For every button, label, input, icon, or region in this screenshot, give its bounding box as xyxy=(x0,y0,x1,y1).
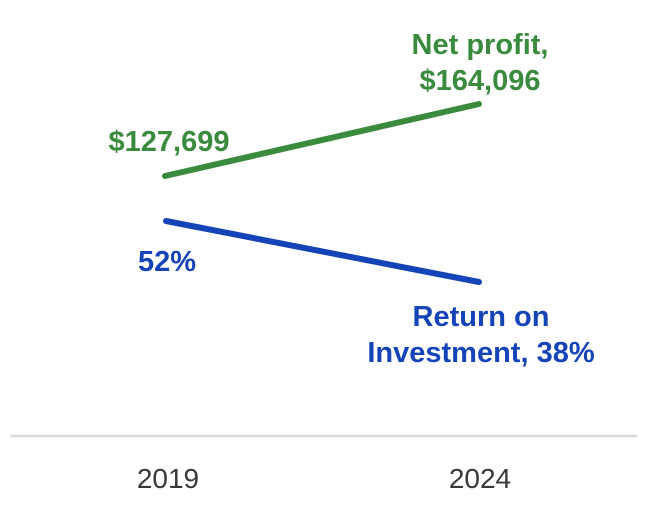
x-axis-tick-2019: 2019 xyxy=(136,463,200,494)
roi-start-data-label: 52% xyxy=(137,246,197,278)
net-profit-end-data-label: Net profit, $164,096 xyxy=(411,29,549,97)
roi-end-data-label: Return on Investment, 38% xyxy=(367,301,595,369)
roi-series-line xyxy=(163,218,482,285)
net-profit-start-data-label: $127,699 xyxy=(108,126,230,158)
net-profit-series-line xyxy=(162,101,482,179)
x-axis-tick-2024: 2024 xyxy=(448,463,512,494)
